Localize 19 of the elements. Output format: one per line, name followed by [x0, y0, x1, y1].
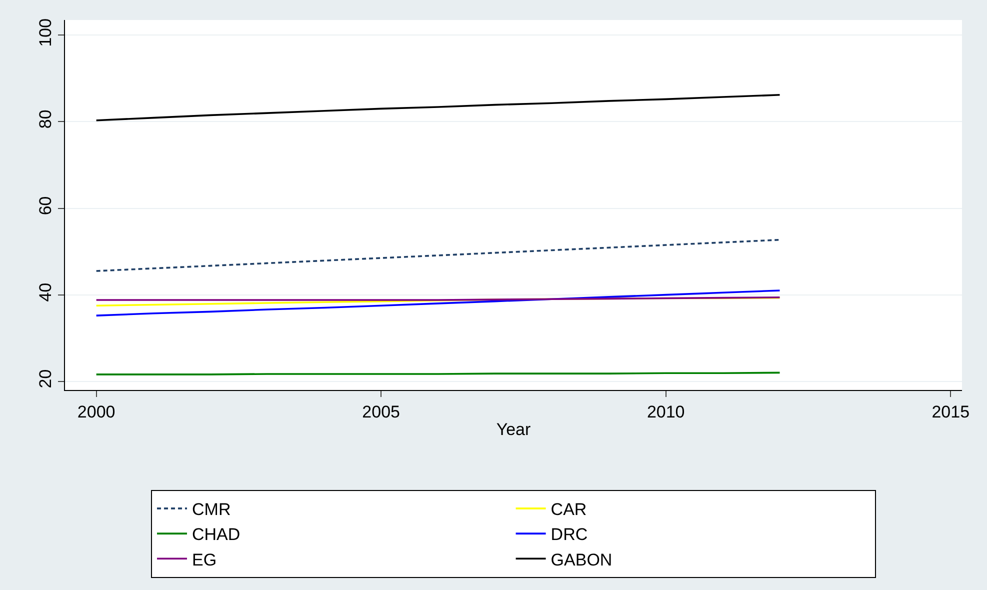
line-series	[95, 290, 781, 316]
legend-label: GABON	[550, 550, 612, 570]
x-tick-label: 2000	[77, 402, 116, 422]
legend-label: CAR	[550, 500, 587, 520]
line-series	[95, 238, 781, 272]
y-tick-label: 20	[36, 369, 56, 388]
x-axis-title: Year	[496, 420, 532, 439]
x-tick-label: 2010	[646, 402, 685, 422]
legend-label: CMR	[192, 500, 231, 520]
legend-label: DRC	[550, 525, 588, 544]
legend-label: CHAD	[192, 525, 240, 544]
line-series	[95, 94, 781, 122]
x-tick-label: 2005	[362, 402, 400, 422]
y-tick-label: 40	[36, 282, 56, 302]
legend-label: EG	[192, 550, 217, 570]
x-tick-label: 2015	[932, 402, 970, 422]
y-tick-label: 60	[36, 196, 56, 216]
y-tick-label: 100	[36, 18, 56, 47]
y-tick-label: 80	[36, 110, 56, 129]
